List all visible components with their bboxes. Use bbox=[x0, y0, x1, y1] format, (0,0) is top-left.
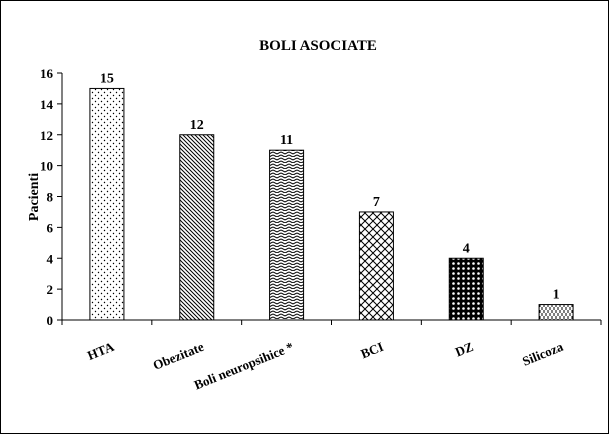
x-tick-label: DZ bbox=[453, 339, 476, 360]
x-tick-label: BCI bbox=[358, 339, 385, 362]
value-label: 12 bbox=[190, 118, 204, 133]
bar-bci bbox=[358, 211, 394, 321]
y-tick-label: 8 bbox=[47, 190, 54, 205]
bars bbox=[89, 87, 574, 321]
value-label: 7 bbox=[373, 195, 380, 210]
bar-hta bbox=[89, 87, 125, 321]
y-tick-label: 6 bbox=[47, 220, 54, 235]
y-axis-ticks: 0 2 4 6 8 10 12 14 16 bbox=[40, 66, 62, 328]
y-tick-label: 4 bbox=[47, 251, 54, 266]
bar-dz bbox=[448, 257, 484, 321]
x-tick-label: Boli neuropsihice * bbox=[192, 339, 296, 393]
y-axis-label: Pacienti bbox=[27, 173, 42, 221]
y-tick-label: 14 bbox=[40, 97, 54, 112]
x-axis-ticks bbox=[61, 320, 602, 325]
x-tick-label: HTA bbox=[85, 339, 116, 363]
value-label: 15 bbox=[100, 71, 114, 86]
value-labels: 15 12 11 7 4 1 bbox=[100, 71, 560, 302]
x-tick-label: Silicoza bbox=[520, 339, 566, 369]
y-tick-label: 12 bbox=[40, 128, 53, 143]
chart-title: BOLI ASOCIATE bbox=[259, 38, 377, 54]
value-label: 11 bbox=[280, 133, 293, 148]
bar-obezitate bbox=[179, 134, 215, 321]
x-tick-label: Obezitate bbox=[151, 339, 206, 373]
y-tick-label: 0 bbox=[47, 313, 54, 328]
value-label: 4 bbox=[463, 241, 470, 256]
y-tick-label: 2 bbox=[47, 282, 54, 297]
value-label: 1 bbox=[553, 288, 560, 303]
bar-boli-neuropsihice bbox=[269, 149, 305, 321]
y-tick-label: 16 bbox=[40, 66, 54, 81]
y-tick-label: 10 bbox=[40, 159, 53, 174]
bar-silicoza bbox=[538, 304, 574, 321]
